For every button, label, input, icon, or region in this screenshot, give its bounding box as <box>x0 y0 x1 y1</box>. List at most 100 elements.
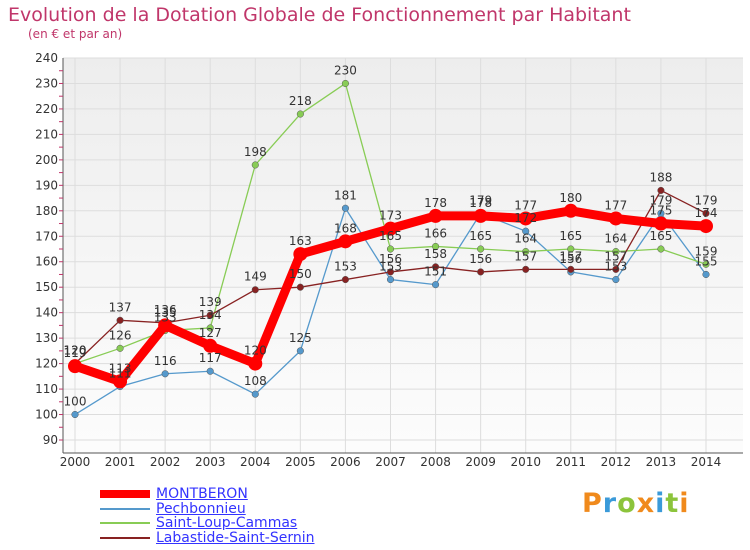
data-label: 156 <box>469 252 492 266</box>
data-point-pechbonnieu <box>206 367 214 375</box>
data-point-montberon <box>653 216 668 231</box>
data-label: 165 <box>649 229 672 243</box>
data-label: 168 <box>334 221 357 235</box>
y-tick-label: 240 <box>35 51 58 65</box>
legend-swatch <box>100 522 150 524</box>
legend-swatch <box>100 537 150 539</box>
data-label: 156 <box>559 252 582 266</box>
data-point-saint-loup-cammas <box>522 247 530 256</box>
data-point-labastide-saint-sernin <box>341 276 349 284</box>
x-tick-label: 2002 <box>150 455 181 469</box>
data-label: 159 <box>695 244 718 258</box>
data-label: 180 <box>559 191 582 205</box>
data-label: 218 <box>289 94 312 108</box>
data-label: 108 <box>244 374 267 388</box>
data-label: 135 <box>154 305 177 319</box>
y-tick-label: 100 <box>35 408 58 422</box>
data-label: 126 <box>109 328 132 342</box>
data-point-labastide-saint-sernin <box>206 311 214 319</box>
proxiti-logo: Proxiti <box>582 488 690 519</box>
x-tick-label: 2003 <box>195 455 226 469</box>
y-tick-label: 180 <box>35 204 58 218</box>
legend-label: Labastide-Saint-Sernin <box>156 530 315 546</box>
data-point-pechbonnieu <box>612 276 620 284</box>
data-point-montberon <box>158 318 173 333</box>
data-label: 149 <box>244 270 267 284</box>
legend-label: MONTBERON <box>156 486 248 502</box>
data-label: 165 <box>469 229 492 243</box>
data-label: 120 <box>64 344 87 358</box>
data-point-montberon <box>338 234 353 249</box>
data-point-labastide-saint-sernin <box>567 265 575 273</box>
data-point-labastide-saint-sernin <box>432 263 440 271</box>
legend-item-pechbonnieu[interactable]: Pechbonnieu <box>100 501 400 517</box>
data-label: 177 <box>604 198 627 212</box>
legend-label: Saint-Loup-Cammas <box>156 515 298 531</box>
data-label: 230 <box>334 63 357 77</box>
data-label: 181 <box>334 188 357 202</box>
data-label: 158 <box>424 247 447 261</box>
data-label: 179 <box>695 193 718 207</box>
data-point-saint-loup-cammas <box>341 79 349 88</box>
data-point-montberon <box>383 221 398 236</box>
data-point-montberon <box>113 374 128 389</box>
data-point-saint-loup-cammas <box>612 247 620 256</box>
x-tick-label: 2011 <box>556 455 587 469</box>
data-point-labastide-saint-sernin <box>386 268 395 276</box>
data-point-pechbonnieu <box>432 281 440 289</box>
x-tick-label: 2012 <box>601 455 632 469</box>
data-label: 155 <box>695 254 718 268</box>
data-point-labastide-saint-sernin <box>657 186 665 194</box>
data-label: 178 <box>469 196 492 210</box>
data-point-labastide-saint-sernin <box>522 265 530 273</box>
data-label: 179 <box>469 193 492 207</box>
data-label: 166 <box>424 226 447 240</box>
y-tick-label: 200 <box>35 153 58 167</box>
x-tick-label: 2014 <box>691 455 722 469</box>
data-point-pechbonnieu <box>296 347 304 355</box>
data-point-montberon <box>473 208 488 223</box>
x-tick-label: 2009 <box>465 455 496 469</box>
data-label: 198 <box>244 145 267 159</box>
plot-area <box>63 58 743 453</box>
legend-item-montberon[interactable]: MONTBERON <box>100 486 400 502</box>
data-label: 117 <box>199 351 222 365</box>
data-point-pechbonnieu <box>386 276 395 284</box>
chart-title: Evolution de la Dotation Globale de Fonc… <box>8 4 631 26</box>
data-label: 157 <box>514 249 537 263</box>
x-tick-label: 2013 <box>646 455 677 469</box>
data-label: 136 <box>154 303 177 317</box>
data-label: 134 <box>199 308 222 322</box>
y-tick-label: 220 <box>35 102 58 116</box>
data-point-montberon <box>293 247 308 262</box>
data-point-saint-loup-cammas <box>567 245 575 253</box>
data-label: 165 <box>559 229 582 243</box>
data-point-saint-loup-cammas <box>251 161 259 169</box>
x-tick-label: 2006 <box>330 455 361 469</box>
data-label: 163 <box>289 234 312 248</box>
data-point-labastide-saint-sernin <box>116 316 124 324</box>
data-label: 153 <box>604 260 627 274</box>
data-label: 151 <box>424 265 447 279</box>
data-point-labastide-saint-sernin <box>251 286 259 294</box>
x-tick-label: 2001 <box>105 455 136 469</box>
data-point-montberon <box>518 211 533 226</box>
legend-item-labastide-saint-sernin[interactable]: Labastide-Saint-Sernin <box>100 530 400 546</box>
y-tick-label: 190 <box>35 178 58 192</box>
y-tick-label: 170 <box>35 229 58 243</box>
data-point-saint-loup-cammas <box>432 242 440 251</box>
y-tick-label: 210 <box>35 127 58 141</box>
data-point-pechbonnieu <box>522 227 530 235</box>
data-label: 174 <box>695 206 718 220</box>
data-point-montberon <box>68 359 82 374</box>
legend-item-saint-loup-cammas[interactable]: Saint-Loup-Cammas <box>100 515 400 531</box>
data-label: 156 <box>379 252 402 266</box>
data-label: 100 <box>64 395 87 409</box>
data-label: 120 <box>244 344 267 358</box>
y-tick-label: 130 <box>35 331 58 345</box>
y-tick-label: 120 <box>35 357 58 371</box>
data-label: 150 <box>289 267 312 281</box>
x-tick-label: 2007 <box>375 455 406 469</box>
